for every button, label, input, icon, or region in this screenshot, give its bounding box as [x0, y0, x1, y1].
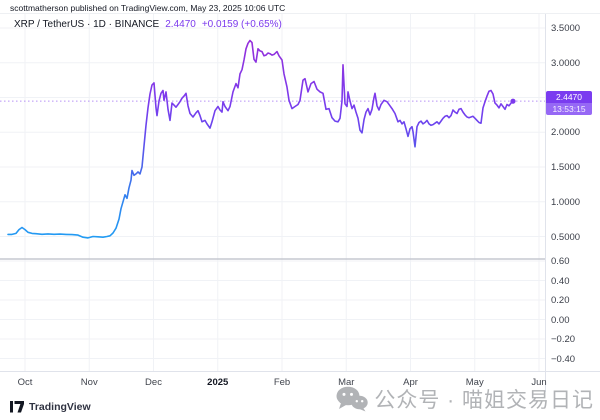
time-tick-label: Oct [17, 377, 33, 388]
price-tick-label: 2.0000 [551, 127, 581, 139]
time-tick-label: Dec [145, 377, 162, 388]
time-tick-label: May [465, 377, 484, 388]
lower-pane-tick-label: −0.20 [551, 334, 576, 345]
lower-pane-tick-label: 0.20 [551, 295, 570, 306]
price-tick-label: 1.0000 [551, 196, 581, 208]
lower-pane-tick-label: −0.40 [551, 353, 576, 365]
attribution-text: scottmatherson published on TradingView.… [10, 3, 286, 13]
time-tick-label: Nov [80, 377, 98, 388]
symbol-title: XRP / TetherUS · 1D · BINANCE [14, 19, 160, 30]
attribution-bar: scottmatherson published on TradingView.… [0, 0, 600, 14]
legend-last-price: 2.4470 [165, 19, 196, 30]
tradingview-footer[interactable]: TradingView [10, 401, 91, 413]
price-tick-label: 1.5000 [551, 162, 581, 173]
wechat-icon [336, 386, 369, 412]
watermark-text: 公众号 · 喵姐交易日记 [374, 389, 594, 412]
time-tick-label: Apr [403, 377, 418, 388]
last-price-value: 2.4470 [546, 91, 592, 103]
legend-change: +0.0159 (+0.65%) [201, 19, 282, 30]
time-tick-label: Feb [273, 377, 291, 388]
wechat-watermark: 公众号 · 喵姐交易日记 [336, 384, 594, 414]
time-tick-label: Mar [338, 377, 355, 388]
lower-pane-tick-label: 0.60 [551, 256, 570, 267]
time-tick-label: 2025 [207, 377, 229, 388]
time-tick-label: Jun [531, 377, 547, 388]
lower-pane-tick-label: 0.00 [551, 314, 570, 326]
symbol-legend[interactable]: XRP / TetherUS · 1D · BINANCE 2.4470 +0.01… [14, 19, 282, 30]
price-tick-label: 3.5000 [551, 23, 581, 34]
price-tick-label: 3.0000 [551, 57, 581, 69]
price-tick-label: 0.5000 [551, 231, 581, 243]
tradingview-brand-text: TradingView [29, 401, 91, 413]
last-price-badge: 2.4470 13:53:15 [546, 91, 592, 115]
bar-close-countdown: 13:53:15 [546, 103, 592, 115]
lower-pane-tick-label: 0.40 [551, 275, 570, 287]
tradingview-logo-icon [10, 401, 24, 413]
